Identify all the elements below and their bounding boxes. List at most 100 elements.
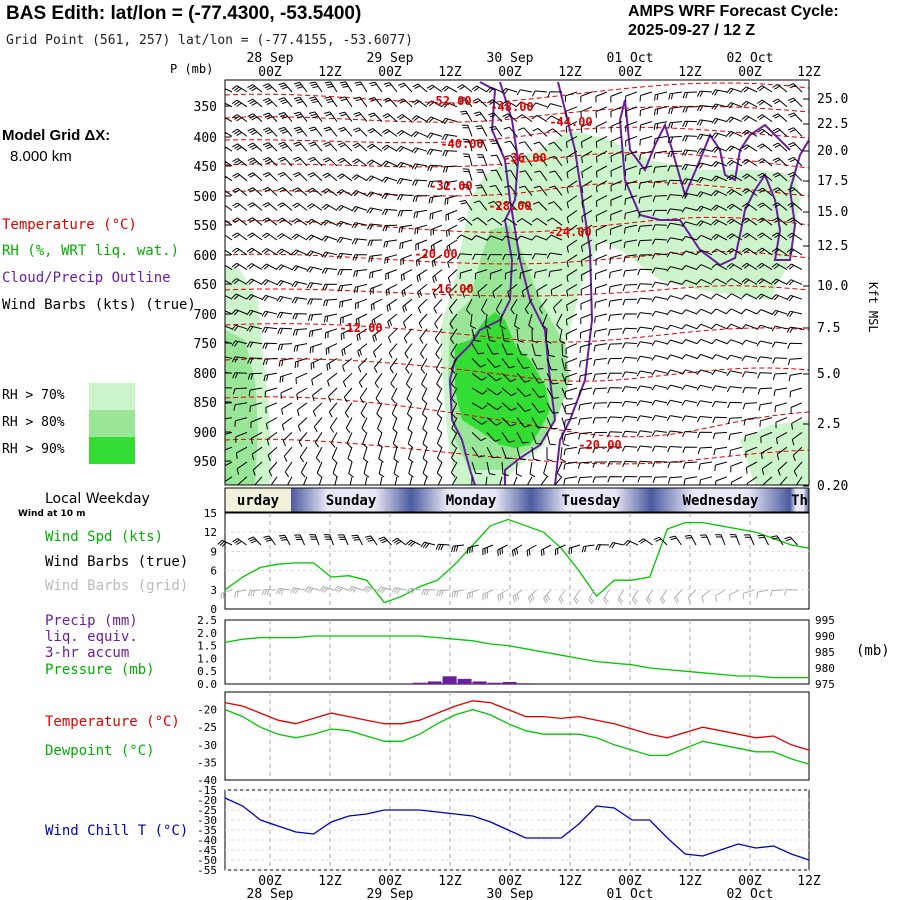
wind-barb-597 xyxy=(402,313,413,329)
wind-barb-251 xyxy=(476,169,488,181)
wind-barb-785 xyxy=(296,387,308,401)
wind-barb-365 xyxy=(430,224,443,236)
wind-barb-468 xyxy=(225,264,233,271)
wind-barb-27 xyxy=(625,91,638,103)
wind-barb-720 xyxy=(501,358,516,369)
wind-barb-614 xyxy=(651,310,668,317)
wind-barb-219 xyxy=(581,165,593,179)
wind-barb-911 xyxy=(436,432,443,448)
wind-barb-813 xyxy=(711,385,728,392)
wind-barb-807 xyxy=(621,386,638,393)
wind-barb-225 xyxy=(667,165,683,172)
wind-barb-528 xyxy=(536,283,548,297)
wind-barb-336 xyxy=(581,209,593,223)
wind-barb-76 xyxy=(772,98,788,108)
weekday-band-0 xyxy=(225,488,291,512)
wind-barb-645 xyxy=(545,328,552,344)
precip-bar-7 xyxy=(517,683,532,684)
top-hour-6: 00Z xyxy=(618,65,642,80)
wind-barb-569 xyxy=(566,298,578,312)
wind-barb-297 xyxy=(581,195,593,208)
wind10-true-barb-22 xyxy=(540,544,552,557)
wind-barb-653 xyxy=(651,325,668,332)
wind-barb-965 xyxy=(651,445,668,452)
wind-barb-245 xyxy=(381,176,398,183)
wind-barb-894 xyxy=(759,417,773,427)
bottom-hour-7: 12Z xyxy=(678,874,702,889)
wind-barb-19 xyxy=(501,88,518,95)
wind-barb-182 xyxy=(610,150,623,163)
wind-barb-1010 xyxy=(745,461,758,474)
wind-barb-550 xyxy=(276,295,293,303)
wind-barb-762 xyxy=(546,372,559,385)
wind-barb-413 xyxy=(566,239,578,253)
wind-barb-464 xyxy=(741,247,758,256)
wind-barb-822 xyxy=(265,402,278,414)
wind-barb-55 xyxy=(458,97,473,108)
wind-barb-46 xyxy=(324,96,338,108)
wind-barb-424 xyxy=(726,233,743,241)
top-hour-2: 00Z xyxy=(378,65,402,80)
wind-barb-215 xyxy=(519,155,533,167)
wind-barb-1037 xyxy=(563,476,578,485)
wind-barb-567 xyxy=(538,298,548,314)
wind-barb-180 xyxy=(581,150,593,164)
wind-barb-857 xyxy=(790,402,803,414)
wind-barb-285 xyxy=(397,194,413,201)
wind-barb-235 xyxy=(232,172,248,182)
wind-barb-923 xyxy=(607,431,623,438)
wind-barb-56 xyxy=(472,98,488,108)
wind-barb-309 xyxy=(757,187,773,196)
wind-barb-45 xyxy=(309,96,323,108)
wind-barb-929 xyxy=(697,431,713,438)
wind10-grid-barb-12 xyxy=(391,587,407,594)
wind-barb-868 xyxy=(377,417,383,434)
wind-barb-834 xyxy=(451,402,458,419)
wind10-true-barb-18 xyxy=(482,544,494,556)
wind-barb-571 xyxy=(594,298,608,309)
wind-barb-635 xyxy=(387,328,398,343)
wind-barb-139 xyxy=(547,128,563,137)
wind-barb-75 xyxy=(756,99,773,108)
wind-barb-190 xyxy=(726,145,743,152)
wind-barb-1051 xyxy=(779,476,788,485)
wind-barb-521 xyxy=(432,284,443,299)
wind-barb-345 xyxy=(711,204,728,211)
wind-barb-629 xyxy=(292,328,308,336)
wind-barb-549 xyxy=(261,294,278,302)
wind-barb-725 xyxy=(565,357,578,369)
wind-barb-357 xyxy=(306,218,323,226)
wind-barb-228 xyxy=(711,161,728,168)
wind-barb-516 xyxy=(354,283,368,294)
pressure-panel-ytick-1: 990 xyxy=(815,630,835,643)
wind-barb-326 xyxy=(429,209,443,220)
wind-barb-12 xyxy=(398,82,413,93)
wind-barb-378 xyxy=(623,224,638,234)
wind-barb-212 xyxy=(476,154,488,167)
wind-barb-979 xyxy=(284,461,293,478)
wind-barb-237 xyxy=(262,171,278,182)
precip-panel-frame xyxy=(224,619,810,685)
wind-barb-644 xyxy=(531,328,539,344)
wind-barb-654 xyxy=(666,324,683,331)
wind-barb-998 xyxy=(563,461,578,470)
wind-barb-199 xyxy=(278,156,293,167)
wind-barb-425 xyxy=(741,232,758,241)
wind-barb-135 xyxy=(489,126,503,137)
wind-barb-674 xyxy=(388,343,398,359)
wind10-grid-barb-16 xyxy=(451,589,465,598)
wind-barb-133 xyxy=(461,124,473,137)
wind-barb-49 xyxy=(368,97,383,108)
wind-barb-690 xyxy=(622,342,638,349)
wind-barb-871 xyxy=(422,417,428,434)
wind-barb-802 xyxy=(561,387,573,400)
wind-barb-186 xyxy=(667,150,683,158)
wind-barb-525 xyxy=(492,284,503,298)
cloud-outline-a xyxy=(479,81,557,485)
wind-barb-1003 xyxy=(637,460,653,467)
wind-barb-757 xyxy=(471,372,487,381)
wind-barb-461 xyxy=(696,249,713,256)
wind-barb-779 xyxy=(788,372,803,382)
wind-barb-42 xyxy=(262,97,278,108)
wind-barb-16 xyxy=(457,84,473,93)
